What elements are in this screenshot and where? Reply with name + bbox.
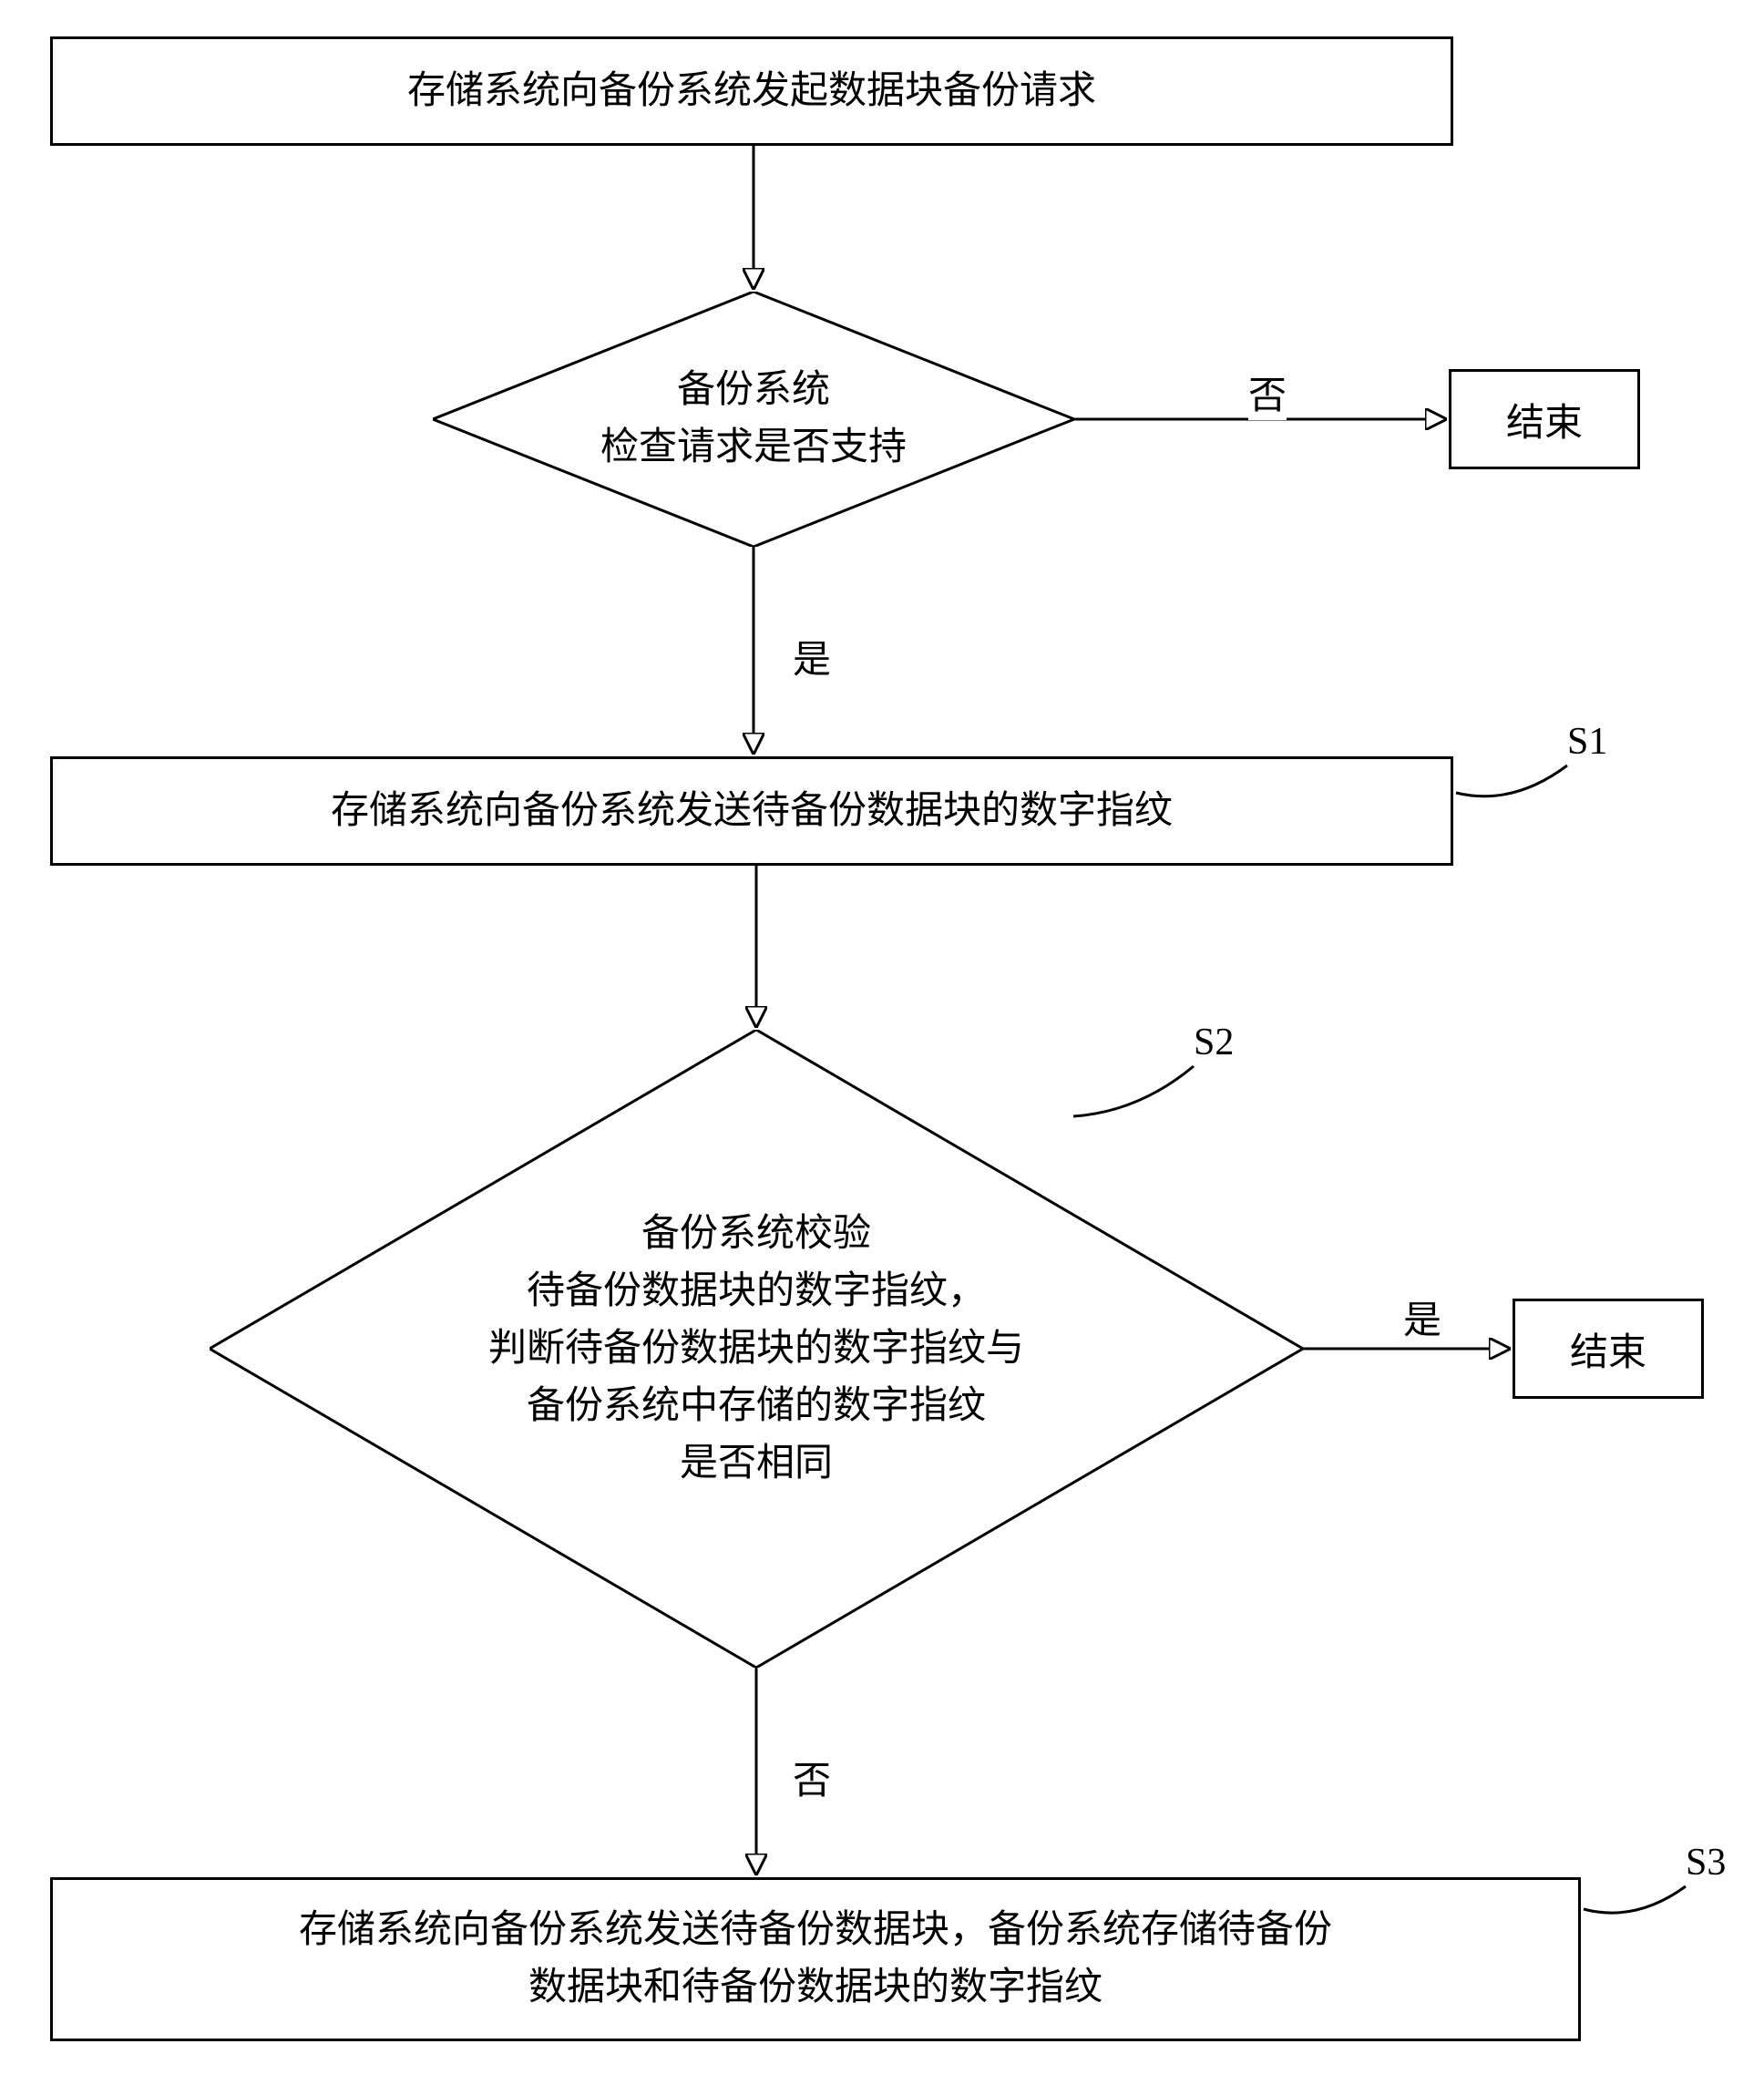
process-box-2-text: 存储系统向备份系统发送待备份数据块的数字指纹 <box>331 783 1173 840</box>
edge-label-no-1: 否 <box>1248 365 1287 420</box>
terminal-2-text: 结束 <box>1570 1321 1646 1377</box>
decision-2: 备份系统校验 待备份数据块的数字指纹， 判断待备份数据块的数字指纹与 备份系统中… <box>210 1030 1303 1668</box>
terminal-box-1: 结束 <box>1449 369 1640 469</box>
process-box-2: 存储系统向备份系统发送待备份数据块的数字指纹 <box>50 756 1453 866</box>
decision-2-text: 备份系统校验 待备份数据块的数字指纹， 判断待备份数据块的数字指纹与 备份系统中… <box>488 1206 1024 1493</box>
process-box-1: 存储系统向备份系统发起数据块备份请求 <box>50 36 1453 146</box>
process-box-3-text: 存储系统向备份系统发送待备份数据块，备份系统存储待备份 数据块和待备份数据块的数… <box>299 1902 1332 2017</box>
process-box-3: 存储系统向备份系统发送待备份数据块，备份系统存储待备份 数据块和待备份数据块的数… <box>50 1877 1581 2041</box>
decision-1-text: 备份系统 检查请求是否支持 <box>600 362 907 477</box>
terminal-1-text: 结束 <box>1506 392 1583 447</box>
decision-1: 备份系统 检查请求是否支持 <box>433 292 1074 547</box>
process-box-1-text: 存储系统向备份系统发起数据块备份请求 <box>407 63 1096 120</box>
step-label-s3: S3 <box>1686 1841 1726 1885</box>
step-label-s1: S1 <box>1567 720 1607 764</box>
edge-label-yes-1: 是 <box>793 629 831 684</box>
edge-label-no-2: 否 <box>793 1750 831 1805</box>
flowchart-container: 存储系统向备份系统发起数据块备份请求 备份系统 检查请求是否支持 结束 存储系统… <box>0 0 1764 2085</box>
terminal-box-2: 结束 <box>1513 1299 1704 1399</box>
step-label-s2: S2 <box>1194 1021 1234 1064</box>
edge-label-yes-2: 是 <box>1403 1289 1441 1345</box>
